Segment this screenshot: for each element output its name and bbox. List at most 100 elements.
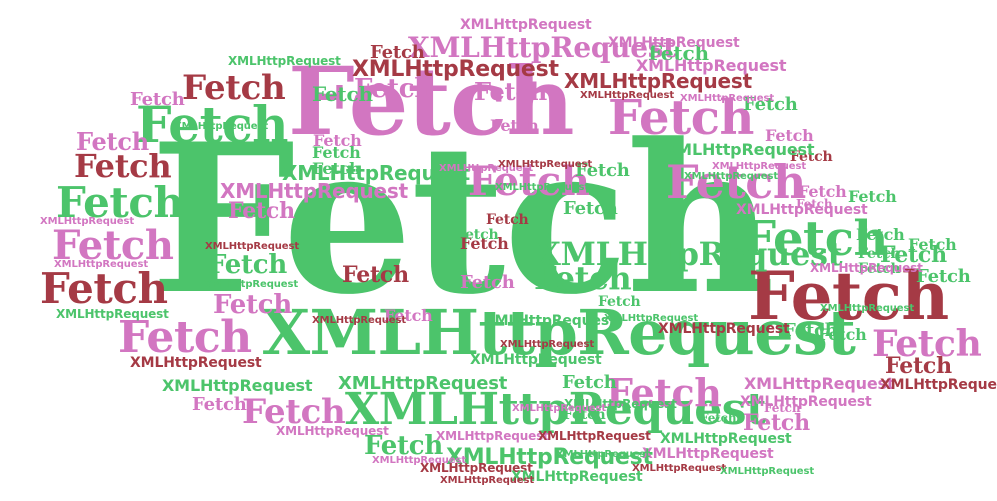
word-xmlhttprequest: XMLHttpRequest: [282, 161, 470, 185]
word-fetch: Fetch: [460, 272, 515, 293]
word-xmlhttprequest: XMLHttpRequest: [736, 202, 868, 218]
word-xmlhttprequest: XMLHttpRequest: [205, 241, 299, 252]
word-xmlhttprequest: XMLHttpRequest: [228, 54, 341, 68]
word-xmlhttprequest: XMLHttpRequest: [408, 31, 676, 64]
word-fetch: Fetch: [342, 262, 409, 288]
word-xmlhttprequest: XMLHttpRequest: [556, 449, 650, 460]
word-fetch: Fetch: [818, 325, 867, 344]
word-xmlhttprequest: XMLHttpRequest: [174, 121, 268, 132]
word-fetch: Fetch: [150, 100, 775, 340]
word-fetch: Fetch: [228, 198, 295, 224]
word-fetch: Fetch: [182, 68, 286, 108]
word-fetch: Fetch: [52, 222, 174, 269]
word-fetch: Fetch: [798, 182, 847, 201]
word-xmlhttprequest: XMLHttpRequest: [536, 235, 843, 273]
word-fetch: Fetch: [456, 227, 499, 243]
word-fetch: Fetch: [76, 127, 149, 156]
word-xmlhttprequest: XMLHttpRequest: [446, 445, 653, 470]
word-fetch: Fetch: [872, 323, 982, 365]
word-xmlhttprequest: XMLHttpRequest: [712, 161, 806, 172]
word-xmlhttprequest: XMLHttpRequest: [604, 313, 698, 324]
word-xmlhttprequest: XMLHttpRequest: [460, 17, 592, 33]
word-fetch: Fetch: [74, 147, 172, 185]
word-fetch: Fetch: [916, 266, 971, 287]
word-fetch: Fetch: [562, 372, 617, 393]
word-xmlhttprequest: XMLHttpRequest: [470, 352, 602, 368]
word-fetch: Fetch: [40, 264, 168, 313]
word-fetch: Fetch: [312, 143, 361, 162]
word-xmlhttprequest: XMLHttpRequest: [312, 315, 406, 326]
word-xmlhttprequest: XMLHttpRequest: [484, 313, 616, 329]
word-fetch: Fetch: [563, 198, 618, 219]
word-xmlhttprequest: XMLHttpRequest: [372, 455, 466, 466]
word-xmlhttprequest: XMLHttpRequest: [498, 159, 592, 170]
word-xmlhttprequest: XMLHttpRequest: [262, 296, 856, 369]
word-fetch: Fetch: [313, 131, 362, 150]
word-xmlhttprequest: XMLHttpRequest: [660, 431, 792, 447]
word-fetch: Fetch: [354, 74, 434, 104]
word-fetch: Fetch: [783, 320, 838, 341]
word-fetch: Fetch: [130, 89, 185, 110]
word-xmlhttprequest: XMLHttpRequest: [658, 321, 790, 337]
word-fetch: Fetch: [460, 234, 509, 253]
word-fetch: Fetch: [790, 149, 833, 165]
word-xmlhttprequest: XMLHttpRequest: [740, 394, 872, 410]
word-fetch: Fetch: [208, 250, 288, 280]
word-fetch: Fetch: [666, 155, 806, 209]
word-fetch: Fetch: [700, 411, 737, 425]
word-fetch: Fetch: [848, 187, 897, 206]
word-xmlhttprequest: XMLHttpRequest: [439, 163, 533, 174]
word-xmlhttprequest: XMLHttpRequest: [632, 463, 726, 474]
word-xmlhttprequest: XMLHttpRequest: [636, 56, 787, 75]
word-xmlhttprequest: XMLHttpRequest: [220, 179, 408, 203]
word-xmlhttprequest: XMLHttpRequest: [54, 259, 148, 270]
word-fetch: Fetch: [288, 47, 575, 157]
word-fetch: Fetch: [858, 246, 901, 262]
word-fetch: Fetch: [765, 126, 814, 145]
word-fetch: Fetch: [648, 41, 709, 65]
word-xmlhttprequest: XMLHttpRequest: [56, 307, 169, 321]
word-xmlhttprequest: XMLHttpRequest: [664, 140, 815, 159]
word-xmlhttprequest: XMLHttpRequest: [680, 93, 774, 104]
word-fetch: Fetch: [242, 392, 346, 432]
word-fetch: Fetch: [468, 158, 590, 205]
word-fetch: Fetch: [56, 178, 184, 227]
word-fetch: Fetch: [490, 116, 539, 135]
word-fetch: Fetch: [136, 95, 288, 154]
word-xmlhttprequest: XMLHttpRequest: [130, 355, 262, 371]
word-fetch: Fetch: [908, 235, 957, 254]
word-xmlhttprequest: XMLHttpRequest: [40, 216, 134, 227]
word-fetch: Fetch: [384, 306, 433, 325]
word-xmlhttprequest: XMLHttpRequest: [204, 279, 298, 290]
word-xmlhttprequest: XMLHttpRequest: [511, 469, 643, 485]
word-xmlhttprequest: XMLHttpRequest: [564, 69, 752, 93]
word-fetch: Fetch: [575, 160, 630, 181]
word-fetch: Fetch: [213, 290, 293, 320]
word-xmlhttprequest: XMLHttpRequest: [642, 446, 774, 462]
word-xmlhttprequest: XMLHttpRequest: [512, 403, 606, 414]
word-fetch: Fetch: [312, 159, 361, 178]
word-fetch: Fetch: [885, 353, 952, 379]
word-xmlhttprequest: XMLHttpRequest: [436, 429, 549, 443]
word-xmlhttprequest: XMLHttpRequest: [720, 466, 814, 477]
word-xmlhttprequest: XMLHttpRequest: [684, 171, 778, 182]
word-xmlhttprequest: XMLHttpRequest: [538, 429, 651, 443]
word-xmlhttprequest: XMLHttpRequest: [880, 377, 997, 393]
word-fetch: Fetch: [796, 197, 833, 211]
word-fetch: Fetch: [364, 431, 444, 461]
word-xmlhttprequest: XMLHttpRequest: [744, 374, 895, 393]
word-fetch: Fetch: [742, 211, 888, 267]
word-xmlhttprequest: XMLHttpRequest: [420, 461, 533, 475]
word-fetch: Fetch: [312, 82, 373, 106]
word-fetch: Fetch: [858, 261, 901, 277]
word-fetch: Fetch: [192, 394, 247, 415]
word-xmlhttprequest: XMLHttpRequest: [820, 303, 914, 314]
word-fetch: Fetch: [748, 257, 949, 335]
word-fetch: Fetch: [598, 294, 641, 310]
word-fetch: Fetch: [880, 242, 947, 268]
word-xmlhttprequest: XMLHttpRequest: [345, 384, 767, 435]
word-fetch: Fetch: [370, 42, 425, 63]
word-xmlhttprequest: XMLHttpRequest: [162, 376, 313, 395]
word-xmlhttprequest: XMLHttpRequest: [338, 373, 508, 394]
